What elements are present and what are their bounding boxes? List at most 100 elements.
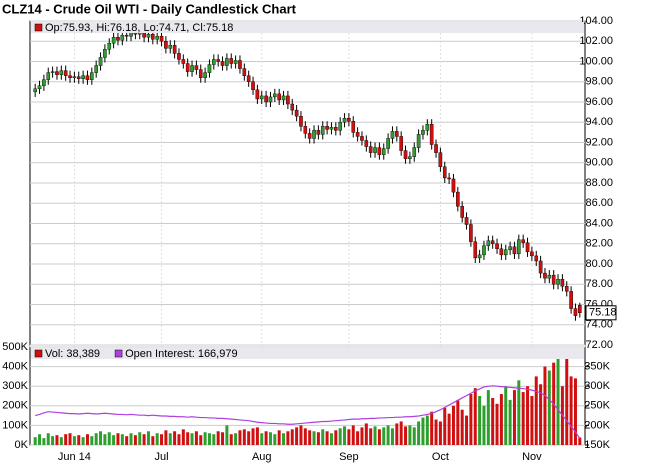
candle-body (259, 95, 264, 100)
volume-bar (177, 434, 181, 445)
volume-bar (430, 411, 434, 445)
volume-bar (94, 433, 98, 445)
volume-bar (282, 433, 286, 445)
y-tick-label: 400K (2, 361, 28, 373)
y-tick-label: 96.00 (585, 96, 613, 108)
volume-bar (556, 358, 560, 445)
volume-bar (369, 428, 373, 445)
y-tick-label: 86.00 (585, 197, 613, 209)
volume-bar (107, 432, 111, 445)
volume-bar (347, 429, 351, 445)
volume-bar (308, 430, 312, 445)
y2-tick-label: 250K (584, 400, 610, 412)
candle-body (76, 76, 81, 79)
legend-band (31, 348, 584, 359)
candle-body (347, 117, 351, 122)
volume-bar (273, 434, 277, 445)
volume-bar (539, 384, 543, 445)
candle-body (495, 243, 499, 250)
volume-bar (417, 421, 421, 445)
y-tick-label: 88.00 (585, 177, 613, 189)
candle-body (290, 103, 295, 111)
volume-bar (377, 429, 381, 445)
volume-bar (173, 431, 177, 445)
candle-body (334, 127, 338, 131)
volume-bar (338, 428, 342, 445)
candle-body (534, 255, 539, 262)
volume-bar (46, 433, 50, 445)
candle-body (85, 75, 90, 80)
volume-bar (443, 407, 447, 445)
candle-body (560, 278, 565, 287)
x-tick-label: Jun 14 (58, 451, 91, 463)
volume-bar (290, 429, 294, 445)
volume-bar (42, 438, 46, 445)
volume-bar (382, 427, 386, 445)
volume-bar (482, 405, 486, 445)
volume-bar (460, 409, 464, 445)
volume-bar (129, 433, 133, 445)
y2-tick-label: 350K (584, 361, 610, 373)
candle-body (508, 246, 512, 251)
candle-body (98, 57, 103, 66)
candle-body (107, 43, 112, 50)
y2-tick-label: 200K (584, 419, 610, 431)
candle-body (94, 65, 98, 73)
y-tick-label: 200K (2, 400, 28, 412)
volume-bar (504, 386, 508, 445)
candle-body (146, 33, 151, 38)
volume-bar (499, 394, 503, 445)
volume-bar (425, 415, 429, 445)
x-tick-label: Oct (432, 451, 449, 463)
candle-body (177, 53, 181, 60)
volume-bar (456, 399, 460, 445)
candle-body (538, 260, 543, 274)
volume-bar (578, 437, 582, 445)
candle-body (216, 59, 220, 62)
candle-body (159, 35, 164, 42)
candle-body (416, 134, 421, 148)
candle-body (303, 126, 308, 134)
candle-body (477, 254, 482, 259)
volume-bar (565, 354, 569, 445)
volume-bar (234, 433, 238, 445)
candle-body (90, 72, 94, 80)
volume-bar (412, 427, 416, 445)
candle-body (151, 33, 155, 40)
volume-bar (138, 432, 142, 445)
candle-body (229, 58, 234, 64)
volume-bar (334, 430, 338, 445)
volume-bar (526, 386, 530, 445)
volume-bar (112, 435, 116, 445)
candle-body (530, 251, 534, 257)
candle-body (403, 150, 408, 159)
last-price-label: 75.18 (589, 307, 617, 319)
candle-body (103, 49, 107, 58)
candle-body (355, 132, 360, 137)
candle-body (312, 130, 316, 139)
candle-body (111, 37, 116, 44)
volume-bar (155, 433, 159, 445)
candle-body (473, 241, 478, 259)
candle-body (242, 68, 247, 76)
candle-body (368, 146, 373, 153)
candle-body (412, 147, 417, 157)
candle-body (72, 76, 77, 78)
candle-body (168, 45, 173, 49)
volume-bar (547, 370, 551, 445)
candle-body (381, 148, 386, 155)
volume-bar (321, 429, 325, 445)
volume-bar (77, 435, 81, 445)
volume-bar (51, 436, 55, 445)
volume-bar (360, 427, 364, 445)
candle-body (277, 93, 281, 101)
candle-body (556, 278, 560, 285)
volume-bar (68, 433, 72, 445)
volume-bar (247, 431, 251, 445)
volume-bar (478, 396, 482, 445)
volume-bar (221, 432, 225, 445)
candle-body (190, 65, 194, 72)
volume-bar (569, 376, 573, 445)
y-tick-label: 300K (2, 380, 28, 392)
